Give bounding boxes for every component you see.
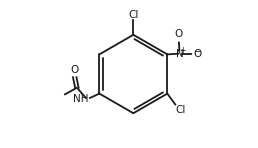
Text: −: −	[194, 46, 201, 55]
Text: NH: NH	[73, 94, 88, 104]
Text: N: N	[176, 49, 183, 59]
Text: O: O	[175, 29, 183, 39]
Text: +: +	[180, 46, 186, 55]
Text: Cl: Cl	[128, 9, 139, 20]
Text: O: O	[71, 65, 79, 75]
Text: O: O	[194, 49, 202, 59]
Text: Cl: Cl	[176, 105, 186, 115]
